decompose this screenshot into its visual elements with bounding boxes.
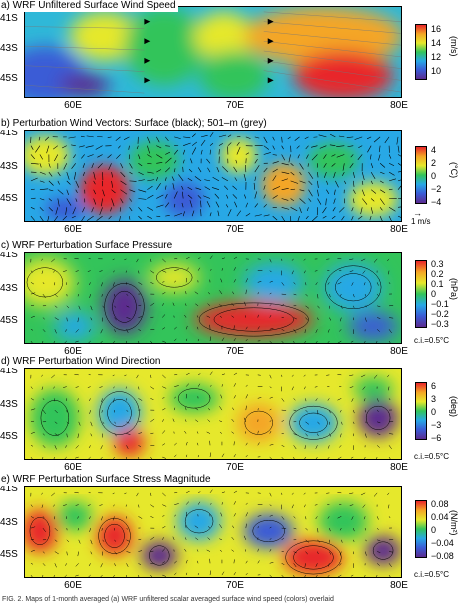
panel-b: b) Perturbation Wind Vectors: Surface (b…	[0, 118, 474, 236]
x-tick-label: 60E	[64, 346, 82, 357]
x-tick-label: 80E	[390, 462, 408, 473]
colorbar-unit: (m/s)	[449, 36, 459, 57]
colorbar-tick: −0.08	[431, 551, 454, 561]
colorbar-tick: 0	[431, 525, 437, 535]
x-tick-label: 60E	[64, 580, 82, 591]
colorbar	[415, 24, 427, 80]
map-plot	[24, 252, 402, 344]
panel-d: d) WRF Perturbation Wind Direction	[0, 356, 474, 474]
colorbar-tick: 4	[431, 145, 437, 155]
y-tick-label: 45S	[0, 193, 18, 204]
x-tick-label: 70E	[226, 346, 244, 357]
x-tick-label: 70E	[226, 100, 244, 111]
contour-interval-label: c.i.=0.5°C	[414, 336, 449, 345]
map-plot	[24, 6, 402, 98]
colorbar-tick: 0.3	[431, 259, 444, 269]
contour-interval-label: c.i.=0.5°C	[414, 452, 449, 461]
y-tick-label: 41S	[0, 365, 18, 376]
panel-e: e) WRF Perturbation Surface Stress Magni…	[0, 474, 474, 594]
colorbar-tick: 0.04	[431, 512, 449, 522]
panel-title: e) WRF Perturbation Surface Stress Magni…	[1, 474, 213, 486]
colorbar-unit: (deg)	[449, 396, 459, 418]
colorbar-tick: 0	[431, 407, 437, 417]
panel-a: a) WRF Unfiltered Surface Wind Speed	[0, 0, 474, 115]
x-tick-label: 80E	[390, 580, 408, 591]
x-tick-label: 80E	[390, 100, 408, 111]
x-tick-label: 70E	[226, 224, 244, 235]
colorbar	[415, 500, 427, 558]
y-tick-label: 43S	[0, 517, 18, 528]
colorbar-tick: 0	[431, 171, 437, 181]
panel-title: d) WRF Perturbation Wind Direction	[1, 356, 163, 368]
colorbar-tick: 0.2	[431, 269, 444, 279]
panel-title: c) WRF Perturbation Surface Pressure	[1, 240, 175, 252]
x-tick-label: 80E	[390, 224, 408, 235]
colorbar-tick: −4	[431, 197, 442, 207]
colorbar-tick: 3	[431, 394, 437, 404]
y-tick-label: 43S	[0, 283, 18, 294]
colorbar-tick: −3	[431, 420, 442, 430]
x-tick-label: 80E	[390, 346, 408, 357]
y-tick-label: 41S	[0, 249, 18, 260]
x-tick-label: 60E	[64, 224, 82, 235]
panel-c: c) WRF Perturbation Surface Pressure	[0, 240, 474, 358]
colorbar-tick: 14	[431, 38, 442, 48]
y-tick-label: 41S	[0, 483, 18, 494]
panel-title: a) WRF Unfiltered Surface Wind Speed	[1, 0, 178, 12]
x-tick-label: 60E	[64, 100, 82, 111]
contour-interval-label: c.i.=0.5°C	[414, 570, 449, 579]
colorbar	[415, 146, 427, 204]
y-tick-label: 45S	[0, 315, 18, 326]
map-plot	[24, 368, 402, 460]
colorbar-tick: 6	[431, 381, 437, 391]
map-plot	[24, 130, 402, 222]
colorbar-tick: 2	[431, 158, 437, 168]
colorbar-tick: 10	[431, 66, 442, 76]
y-tick-label: 43S	[0, 399, 18, 410]
x-tick-label: 60E	[64, 462, 82, 473]
colorbar-unit: (°C)	[449, 162, 459, 179]
colorbar-tick: −0.3	[431, 319, 449, 329]
colorbar-tick: 16	[431, 24, 442, 34]
colorbar	[415, 260, 427, 328]
colorbar-tick: 12	[431, 52, 442, 62]
colorbar	[415, 382, 427, 440]
x-tick-label: 70E	[226, 580, 244, 591]
colorbar-tick: −6	[431, 433, 442, 443]
colorbar-tick: −0.2	[431, 309, 449, 319]
colorbar-tick: 0.08	[431, 499, 449, 509]
y-tick-label: 45S	[0, 549, 18, 560]
map-plot	[24, 486, 402, 578]
y-tick-label: 45S	[0, 431, 18, 442]
colorbar-unit: (N/m²)	[449, 510, 459, 536]
y-tick-label: 43S	[0, 43, 18, 54]
y-tick-label: 45S	[0, 73, 18, 84]
figure-caption: FIG. 2. Maps of 1-month averaged (a) WRF…	[2, 596, 334, 603]
colorbar-unit: (hPa)	[449, 278, 459, 301]
colorbar-tick: 0.1	[431, 279, 444, 289]
panel-title: b) Perturbation Wind Vectors: Surface (b…	[1, 118, 269, 130]
reference-arrow-label: 1 m/s	[411, 217, 431, 226]
colorbar-tick: −0.04	[431, 538, 454, 548]
y-tick-label: 41S	[0, 127, 18, 138]
y-tick-label: 43S	[0, 161, 18, 172]
colorbar-tick: 0	[431, 289, 437, 299]
colorbar-tick: −2	[431, 184, 442, 194]
x-tick-label: 70E	[226, 462, 244, 473]
y-tick-label: 41S	[0, 13, 18, 24]
colorbar-tick: −0.1	[431, 299, 449, 309]
reference-arrow-icon: →	[413, 208, 422, 218]
